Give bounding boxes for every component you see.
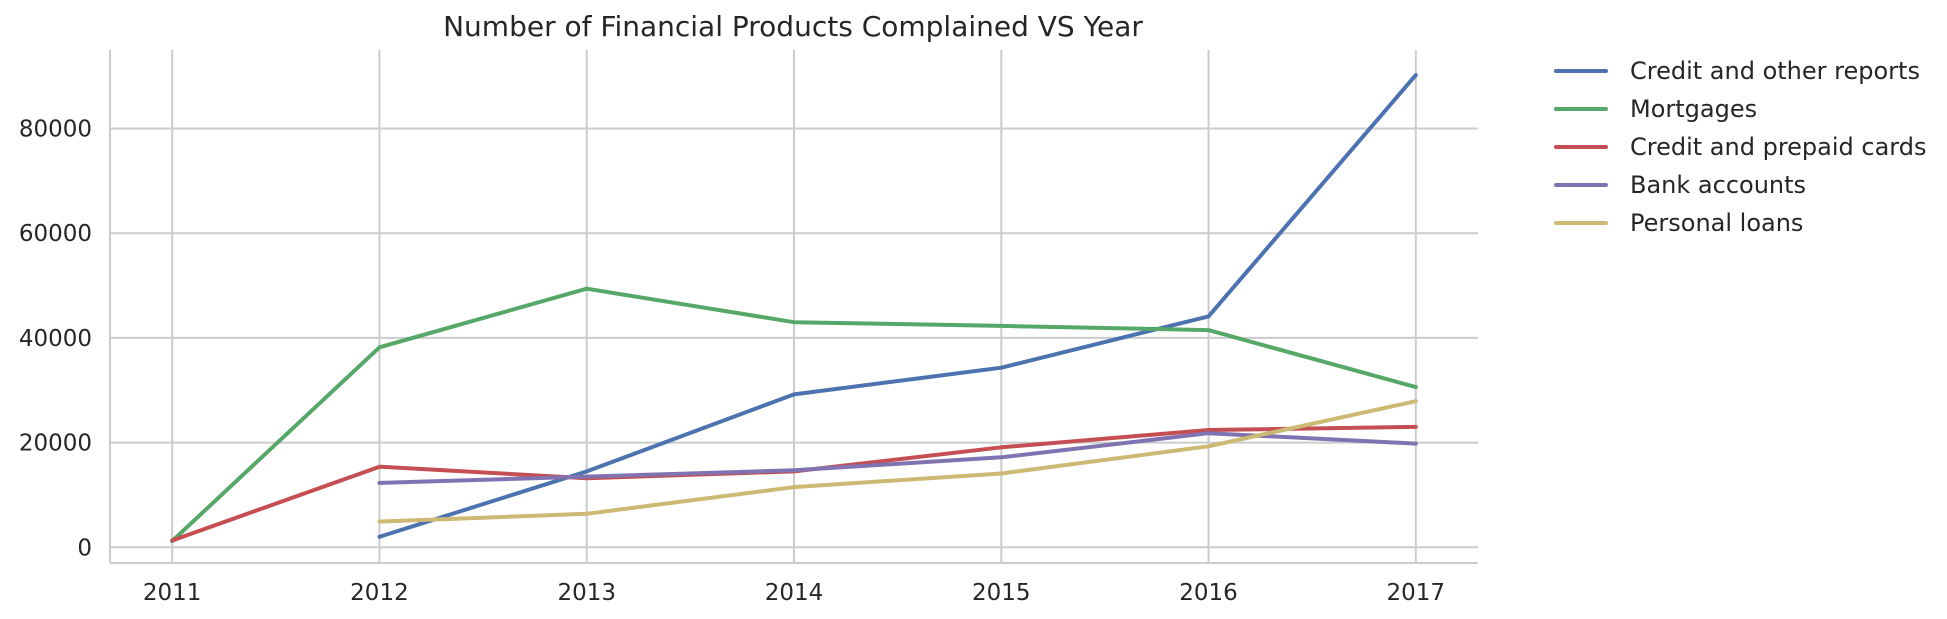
y-tick-labels: 0 20000 40000 60000 80000 (19, 117, 92, 562)
x-tick-label: 2011 (143, 580, 202, 606)
series-lines (170, 73, 1418, 543)
series-line-5 (377, 399, 1418, 524)
series-line-4 (377, 431, 1418, 485)
x-tick-label: 2012 (350, 580, 409, 606)
x-gridlines (171, 50, 1417, 563)
y-gridlines (110, 127, 1478, 549)
chart-title: Number of Financial Products Complained … (443, 10, 1143, 43)
x-tick-label: 2016 (1179, 580, 1238, 606)
axis-spines (109, 50, 1478, 564)
x-tick-label: 2015 (972, 580, 1031, 606)
y-tick-label: 60000 (19, 221, 92, 247)
series-line-1 (377, 73, 1418, 539)
y-tick-label: 80000 (19, 117, 92, 143)
legend-label: Bank accounts (1630, 171, 1806, 199)
legend-label: Credit and prepaid cards (1630, 133, 1926, 161)
y-tick-label: 40000 (19, 326, 92, 352)
x-tick-label: 2013 (557, 580, 616, 606)
legend-label: Mortgages (1630, 95, 1757, 123)
series-line-2 (170, 286, 1418, 543)
legend-label: Personal loans (1630, 209, 1803, 237)
x-tick-label: 2014 (765, 580, 824, 606)
y-tick-label: 20000 (19, 431, 92, 457)
legend-label: Credit and other reports (1630, 57, 1920, 85)
y-tick-label: 0 (77, 535, 92, 561)
x-tick-label: 2017 (1387, 580, 1446, 606)
x-tick-labels: 2011 2012 2013 2014 2015 2016 2017 (143, 580, 1445, 606)
legend: Credit and other reports Mortgages Credit … (1554, 57, 1926, 237)
